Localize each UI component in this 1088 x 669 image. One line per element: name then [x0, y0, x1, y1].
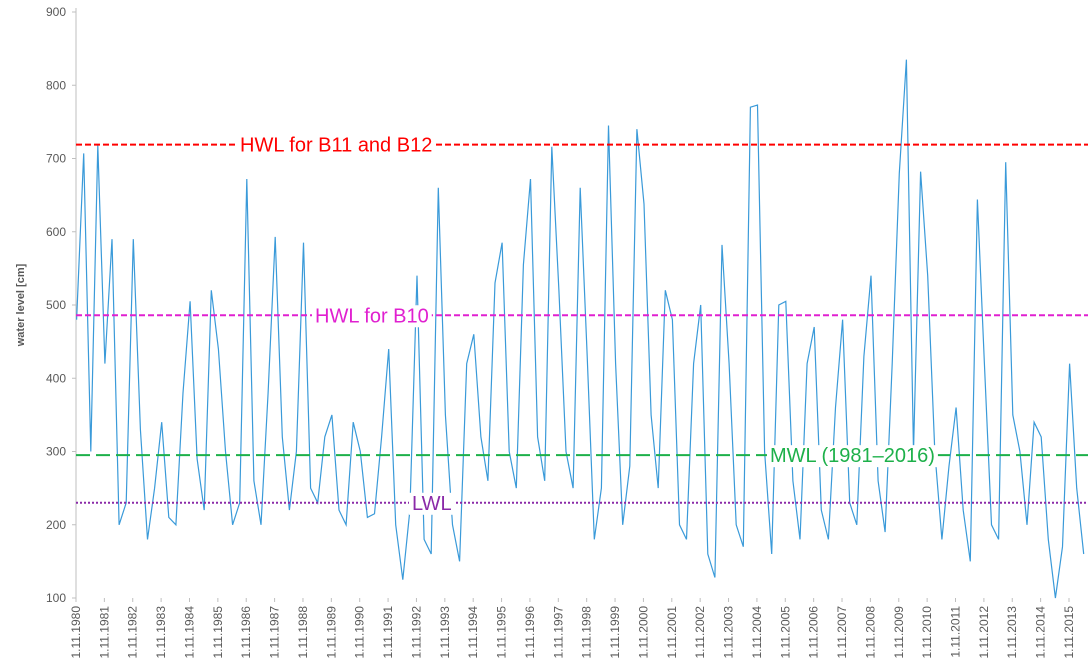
x-tick-label: 1.11.1996: [523, 606, 537, 659]
y-axis-label: water level [cm]: [15, 263, 27, 347]
x-tick-label: 1.11.2001: [665, 606, 679, 659]
reference-label: HWL for B11 and B12: [240, 135, 432, 157]
x-tick-label: 1.11.1994: [466, 606, 480, 659]
x-tick-label: 1.11.2006: [807, 606, 821, 659]
y-tick-label: 400: [46, 371, 66, 385]
y-tick-label: 800: [46, 78, 66, 92]
x-tick-label: 1.11.2000: [636, 606, 650, 659]
x-tick-label: 1.11.1988: [296, 606, 310, 659]
x-tick-label: 1.11.1989: [324, 606, 338, 659]
x-tick-label: 1.11.2004: [750, 606, 764, 659]
x-tick-label: 1.11.2013: [1005, 606, 1019, 659]
x-tick-label: 1.11.1987: [268, 606, 282, 659]
y-tick-label: 200: [46, 518, 66, 532]
y-tick-label: 600: [46, 225, 66, 239]
x-tick-label: 1.11.1993: [438, 606, 452, 659]
x-tick-label: 1.11.1984: [182, 606, 196, 659]
x-tick-label: 1.11.1997: [551, 606, 565, 659]
x-tick-label: 1.11.2011: [949, 606, 963, 658]
x-tick-label: 1.11.1980: [69, 606, 83, 659]
x-tick-label: 1.11.2012: [977, 606, 991, 659]
x-tick-label: 1.11.1991: [381, 606, 395, 659]
x-tick-label: 1.11.1992: [409, 606, 423, 659]
x-tick-label: 1.11.1998: [580, 606, 594, 659]
x-tick-label: 1.11.2002: [693, 606, 707, 659]
x-tick-label: 1.11.1982: [126, 606, 140, 659]
y-tick-label: 300: [46, 445, 66, 459]
x-tick-label: 1.11.1986: [239, 606, 253, 659]
reference-label-bg: [312, 305, 432, 328]
reference-label: LWL: [412, 493, 452, 515]
x-tick-label: 1.11.1995: [495, 606, 509, 659]
reference-label-bg: [237, 134, 436, 157]
x-tick-label: 1.11.2009: [892, 606, 906, 659]
x-tick-label: 1.11.1985: [211, 606, 225, 659]
x-tick-label: 1.11.2008: [863, 606, 877, 659]
y-tick-label: 700: [46, 152, 66, 166]
reference-label-bg: [767, 445, 938, 468]
x-tick-label: 1.11.1990: [353, 606, 367, 659]
x-tick-label: 1.11.2007: [835, 606, 849, 659]
y-tick-label: 100: [46, 591, 66, 605]
x-tick-label: 1.11.1983: [154, 606, 168, 659]
x-tick-label: 1.11.2003: [722, 606, 736, 659]
x-tick-label: 1.11.1999: [608, 606, 622, 659]
x-tick-label: 1.11.2014: [1034, 606, 1048, 659]
y-tick-label: 900: [46, 5, 66, 19]
reference-label-bg: [409, 492, 455, 515]
x-tick-label: 1.11.2010: [920, 606, 934, 659]
x-tick-label: 1.11.2015: [1062, 606, 1076, 659]
x-tick-label: 1.11.1981: [97, 606, 111, 659]
reference-label: MWL (1981–2016): [770, 445, 935, 467]
reference-label: HWL for B10: [315, 305, 429, 327]
x-tick-label: 1.11.2005: [778, 606, 792, 659]
y-tick-label: 500: [46, 298, 66, 312]
series-line: [76, 59, 1085, 599]
